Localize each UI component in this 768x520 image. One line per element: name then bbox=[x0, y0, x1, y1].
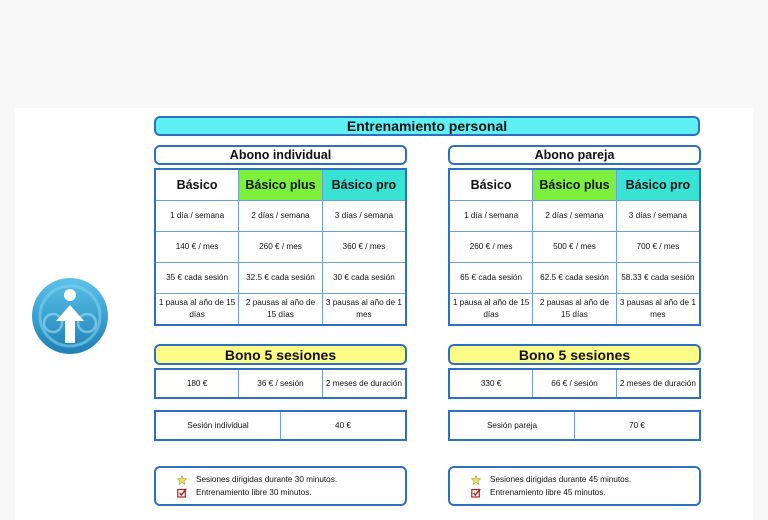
table-cell: 65 € cada sesión bbox=[448, 262, 534, 294]
table-row: 65 € cada sesión 62.5 € cada sesión 58.3… bbox=[448, 262, 701, 294]
table-cell: 330 € bbox=[448, 368, 534, 399]
table-row: Sesión individual 40 € bbox=[154, 410, 407, 441]
individual-subtitle: Abono individual bbox=[154, 145, 407, 165]
table-cell: 35 € cada sesión bbox=[154, 262, 240, 294]
header-basico: Básico bbox=[448, 168, 534, 201]
table-header-row: Básico Básico plus Básico pro bbox=[154, 168, 407, 201]
table-cell: 2 días / semana bbox=[238, 200, 323, 232]
note-line: Sesiones dirigidas durante 45 minutos. bbox=[470, 473, 699, 486]
table-cell: 66 € / sesión bbox=[532, 368, 617, 399]
pareja-bono-table: 330 € 66 € / sesión 2 meses de duración bbox=[448, 368, 701, 399]
individual-bono-table: 180 € 36 € / sesión 2 meses de duración bbox=[154, 368, 407, 399]
individual-session-table: Sesión individual 40 € bbox=[154, 410, 407, 441]
note-line: Entrenamiento libre 30 minutos. bbox=[176, 486, 405, 499]
table-cell: 2 pausas al año de 15 días bbox=[532, 293, 617, 326]
star-icon bbox=[176, 474, 188, 485]
note-line: Sesiones dirigidas durante 30 minutos. bbox=[176, 473, 405, 486]
table-cell: 1 pausa al año de 15 días bbox=[448, 293, 534, 326]
session-price: 40 € bbox=[280, 410, 407, 441]
table-row: 35 € cada sesión 32.5 € cada sesión 30 €… bbox=[154, 262, 407, 294]
table-cell: 500 € / mes bbox=[532, 231, 617, 263]
table-cell: 36 € / sesión bbox=[238, 368, 323, 399]
table-row: 180 € 36 € / sesión 2 meses de duración bbox=[154, 368, 407, 399]
table-cell: 1 pausa al año de 15 días bbox=[154, 293, 240, 326]
individual-plans-table: Básico Básico plus Básico pro 1 día / se… bbox=[154, 168, 407, 326]
table-cell: 2 meses de duración bbox=[321, 368, 407, 399]
table-row: 140 € / mes 260 € / mes 360 € / mes bbox=[154, 231, 407, 263]
header-basico: Básico bbox=[154, 168, 240, 201]
table-cell: 32.5 € cada sesión bbox=[238, 262, 323, 294]
header-basico-pro: Básico pro bbox=[321, 168, 407, 201]
pareja-session-table: Sesión pareja 70 € bbox=[448, 410, 701, 441]
table-cell: 2 meses de duración bbox=[615, 368, 701, 399]
checkbox-icon bbox=[176, 488, 188, 498]
table-cell: 2 pausas al año de 15 días bbox=[238, 293, 323, 326]
table-cell: 360 € / mes bbox=[321, 231, 407, 263]
individual-bono-title: Bono 5 sesiones bbox=[154, 344, 407, 365]
table-cell: 62.5 € cada sesión bbox=[532, 262, 617, 294]
table-cell: 700 € / mes bbox=[615, 231, 701, 263]
table-cell: 3 días / semana bbox=[321, 200, 407, 232]
table-cell: 2 días / semana bbox=[532, 200, 617, 232]
table-row: 1 pausa al año de 15 días 2 pausas al añ… bbox=[448, 293, 701, 326]
note-text: Sesiones dirigidas durante 45 minutos. bbox=[490, 475, 632, 484]
table-cell: 1 día / semana bbox=[154, 200, 240, 232]
table-row: Sesión pareja 70 € bbox=[448, 410, 701, 441]
session-label: Sesión individual bbox=[154, 410, 281, 441]
table-cell: 1 día / semana bbox=[448, 200, 534, 232]
table-cell: 58.33 € cada sesión bbox=[615, 262, 701, 294]
session-price: 70 € bbox=[574, 410, 701, 441]
pareja-plans-table: Básico Básico plus Básico pro 1 día / se… bbox=[448, 168, 701, 326]
pareja-subtitle: Abono pareja bbox=[448, 145, 701, 165]
header-basico-pro: Básico pro bbox=[615, 168, 701, 201]
note-text: Sesiones dirigidas durante 30 minutos. bbox=[196, 475, 338, 484]
app-logo-icon[interactable] bbox=[31, 277, 109, 355]
note-text: Entrenamiento libre 45 minutos. bbox=[490, 488, 606, 497]
header-basico-plus: Básico plus bbox=[238, 168, 323, 201]
pareja-bono-title: Bono 5 sesiones bbox=[448, 344, 701, 365]
star-icon bbox=[470, 474, 482, 485]
note-text: Entrenamiento libre 30 minutos. bbox=[196, 488, 312, 497]
table-row: 1 día / semana 2 días / semana 3 días / … bbox=[154, 200, 407, 232]
table-cell: 3 pausas al año de 1 mes bbox=[321, 293, 407, 326]
table-cell: 180 € bbox=[154, 368, 240, 399]
table-header-row: Básico Básico plus Básico pro bbox=[448, 168, 701, 201]
checkbox-icon bbox=[470, 488, 482, 498]
table-cell: 260 € / mes bbox=[238, 231, 323, 263]
table-row: 260 € / mes 500 € / mes 700 € / mes bbox=[448, 231, 701, 263]
table-cell: 3 días / semana bbox=[615, 200, 701, 232]
individual-notes: Sesiones dirigidas durante 30 minutos. E… bbox=[154, 466, 407, 506]
note-line: Entrenamiento libre 45 minutos. bbox=[470, 486, 699, 499]
table-row: 330 € 66 € / sesión 2 meses de duración bbox=[448, 368, 701, 399]
pareja-notes: Sesiones dirigidas durante 45 minutos. E… bbox=[448, 466, 701, 506]
page-title: Entrenamiento personal bbox=[154, 116, 700, 136]
session-label: Sesión pareja bbox=[448, 410, 575, 441]
table-row: 1 pausa al año de 15 días 2 pausas al añ… bbox=[154, 293, 407, 326]
table-cell: 3 pausas al año de 1 mes bbox=[615, 293, 701, 326]
table-cell: 260 € / mes bbox=[448, 231, 534, 263]
table-cell: 30 € cada sesión bbox=[321, 262, 407, 294]
table-cell: 140 € / mes bbox=[154, 231, 240, 263]
table-row: 1 día / semana 2 días / semana 3 días / … bbox=[448, 200, 701, 232]
header-basico-plus: Básico plus bbox=[532, 168, 617, 201]
